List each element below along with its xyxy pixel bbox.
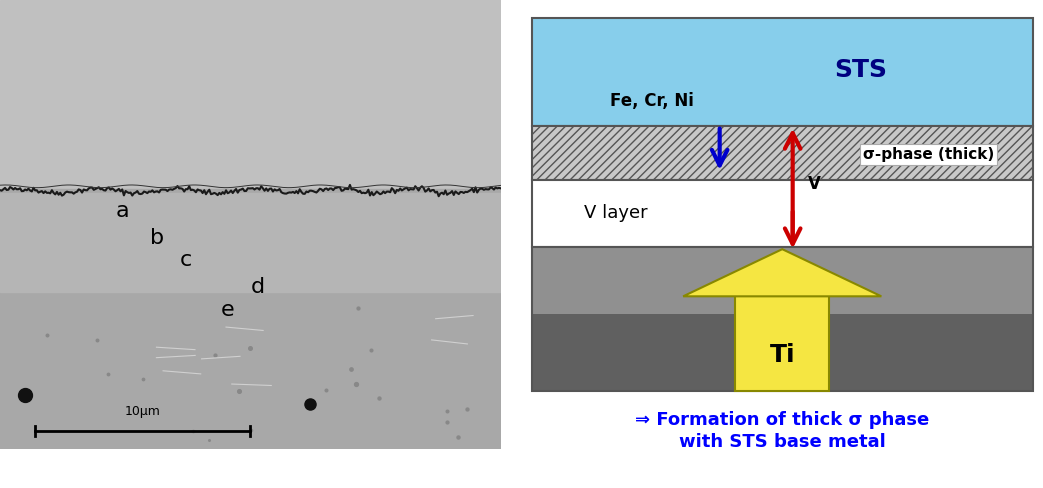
Bar (0, 193, 501, 292)
Text: Ti: Ti (770, 343, 795, 366)
Text: b: b (150, 228, 165, 248)
Bar (735, 296, 829, 390)
Bar (532, 180, 1033, 247)
Polygon shape (683, 249, 881, 296)
Text: ⇒ Formation of thick σ phase: ⇒ Formation of thick σ phase (635, 411, 929, 429)
Text: σ-phase (thick): σ-phase (thick) (863, 147, 994, 163)
Text: c: c (180, 250, 193, 270)
Text: STS: STS (834, 58, 887, 81)
Text: V layer: V layer (584, 204, 648, 222)
Bar (0, 0, 501, 188)
Text: d: d (250, 277, 265, 297)
Bar (532, 247, 1033, 314)
Text: e: e (220, 300, 234, 320)
Text: 10μm: 10μm (125, 405, 161, 418)
Text: Fe, Cr, Ni: Fe, Cr, Ni (610, 92, 694, 110)
Bar (532, 314, 1033, 390)
Bar (0, 188, 501, 449)
Bar (532, 18, 1033, 126)
Text: V: V (808, 175, 821, 193)
Bar (532, 247, 1033, 390)
Text: with STS base metal: with STS base metal (679, 433, 886, 451)
Bar (532, 126, 1033, 180)
Text: a: a (115, 201, 128, 221)
